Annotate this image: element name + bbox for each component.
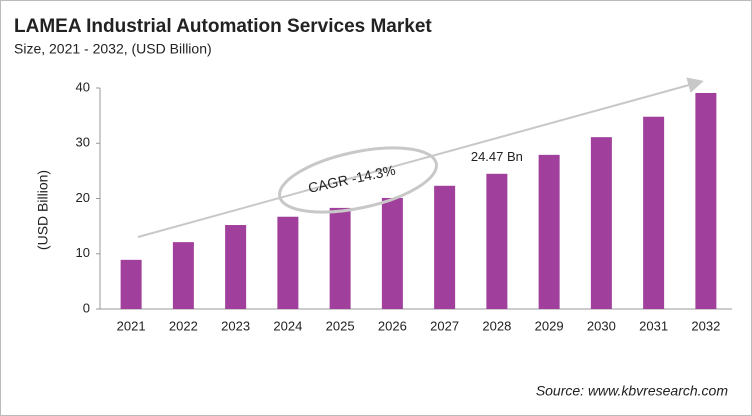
value-label: 24.47 Bn — [471, 149, 523, 164]
bar — [643, 116, 665, 309]
x-tick-label: 2021 — [117, 318, 146, 333]
chart-subtitle: Size, 2021 - 2032, (USD Billion) — [14, 41, 212, 57]
bar — [172, 242, 194, 309]
source: Source: www.kbvresearch.com — [536, 383, 729, 399]
bar — [590, 137, 612, 309]
bar — [381, 197, 403, 309]
x-tick-label: 2022 — [169, 318, 198, 333]
x-tick-label: 2025 — [326, 318, 355, 333]
y-tick-label: 20 — [76, 190, 90, 205]
y-tick-label: 0 — [83, 300, 90, 315]
chart-title: LAMEA Industrial Automation Services Mar… — [14, 16, 432, 37]
x-tick-label: 2027 — [430, 318, 459, 333]
y-tick-label: 40 — [76, 79, 90, 94]
y-tick-label: 10 — [76, 245, 90, 260]
bar — [277, 216, 299, 309]
bar — [695, 92, 717, 309]
x-tick-label: 2029 — [535, 318, 564, 333]
trend-arrow — [137, 77, 704, 238]
bar — [329, 207, 351, 309]
annotation-ellipse — [278, 146, 438, 214]
bar — [434, 185, 456, 309]
x-tick-label: 2030 — [587, 318, 616, 333]
bar — [120, 259, 142, 309]
x-tick-label: 2028 — [482, 318, 511, 333]
x-tick-label: 2026 — [378, 318, 407, 333]
x-tick-label: 2024 — [273, 318, 302, 333]
y-axis-label: (USD Billion) — [35, 170, 51, 250]
x-tick-label: 2032 — [691, 318, 720, 333]
x-tick-label: 2031 — [639, 318, 668, 333]
bar — [538, 154, 560, 309]
bar — [486, 173, 508, 309]
y-tick-label: 30 — [76, 135, 90, 150]
bar — [225, 225, 247, 309]
x-tick-label: 2023 — [221, 318, 250, 333]
